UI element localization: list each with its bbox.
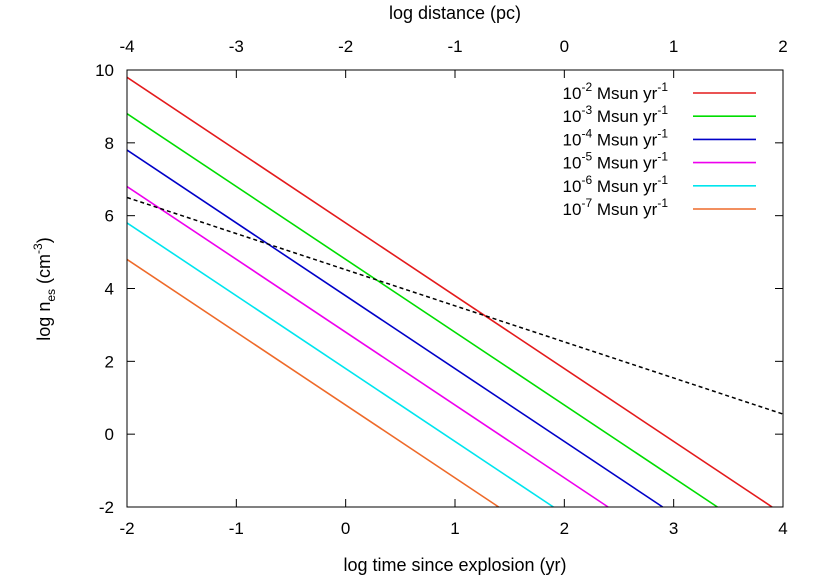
x2-tick-label: 1	[669, 37, 678, 56]
legend-entry: 10-6 Msun yr-1	[563, 173, 756, 196]
series-line-3	[126, 149, 664, 508]
x2-tick-label: -2	[338, 37, 353, 56]
y-tick-label: 8	[105, 134, 114, 153]
y-label-unit-sup: -3	[31, 243, 45, 254]
x-tick-label: 1	[450, 519, 459, 538]
series-line-4	[126, 185, 609, 508]
reference-dashed-line	[126, 196, 784, 415]
x-tick-label: -1	[229, 519, 244, 538]
x2-tick-label: -1	[447, 37, 462, 56]
x-axis-label: log time since explosion (yr)	[343, 555, 566, 575]
legend-label: 10-4 Msun yr-1	[563, 126, 669, 149]
series-line-2	[126, 113, 718, 508]
x2-tick-label: -4	[119, 37, 134, 56]
legend-label: 10-3 Msun yr-1	[563, 103, 669, 126]
y-tick-label: -2	[99, 498, 114, 517]
series-line-1	[126, 76, 773, 508]
x-tick-label: 2	[560, 519, 569, 538]
y-tick-label: 2	[105, 352, 114, 371]
y-tick-label: 4	[105, 280, 114, 299]
series-line-5	[126, 222, 554, 508]
y-tick-label: 0	[105, 425, 114, 444]
y-label-sub: es	[44, 289, 58, 302]
legend-entry: 10-2 Msun yr-1	[563, 80, 756, 103]
y-label-unit-close: )	[34, 237, 54, 243]
x2-tick-label: 2	[778, 37, 787, 56]
x-tick-label: -2	[119, 519, 134, 538]
legend-entry: 10-3 Msun yr-1	[563, 103, 756, 126]
y-label-main: log n	[34, 302, 54, 341]
series-line-6	[126, 258, 500, 508]
x2-tick-label: -3	[229, 37, 244, 56]
legend-entry: 10-5 Msun yr-1	[563, 150, 756, 173]
x-tick-label: 0	[341, 519, 350, 538]
y-label-unit-open: (cm	[34, 254, 54, 289]
y-axis-label: log nes (cm-3)	[31, 237, 58, 340]
y-tick-label: 6	[105, 207, 114, 226]
legend: 10-2 Msun yr-110-3 Msun yr-110-4 Msun yr…	[563, 80, 756, 219]
x2-axis-label: log distance (pc)	[389, 3, 521, 23]
legend-entry: 10-4 Msun yr-1	[563, 126, 756, 149]
x-tick-label: 4	[778, 519, 787, 538]
legend-label: 10-2 Msun yr-1	[563, 80, 669, 103]
ticks-layer: -2 -1 0 1 2 3 4 -4 -3 -2 -1 0 1 2 -2 0 2 4 6 8 10	[95, 37, 788, 538]
y-tick-label: 10	[95, 61, 114, 80]
legend-label: 10-7 Msun yr-1	[563, 196, 669, 219]
series-layer	[126, 76, 784, 508]
legend-entry: 10-7 Msun yr-1	[563, 196, 756, 219]
legend-label: 10-5 Msun yr-1	[563, 150, 669, 173]
x-tick-label: 3	[669, 519, 678, 538]
legend-label: 10-6 Msun yr-1	[563, 173, 669, 196]
x2-tick-label: 0	[560, 37, 569, 56]
